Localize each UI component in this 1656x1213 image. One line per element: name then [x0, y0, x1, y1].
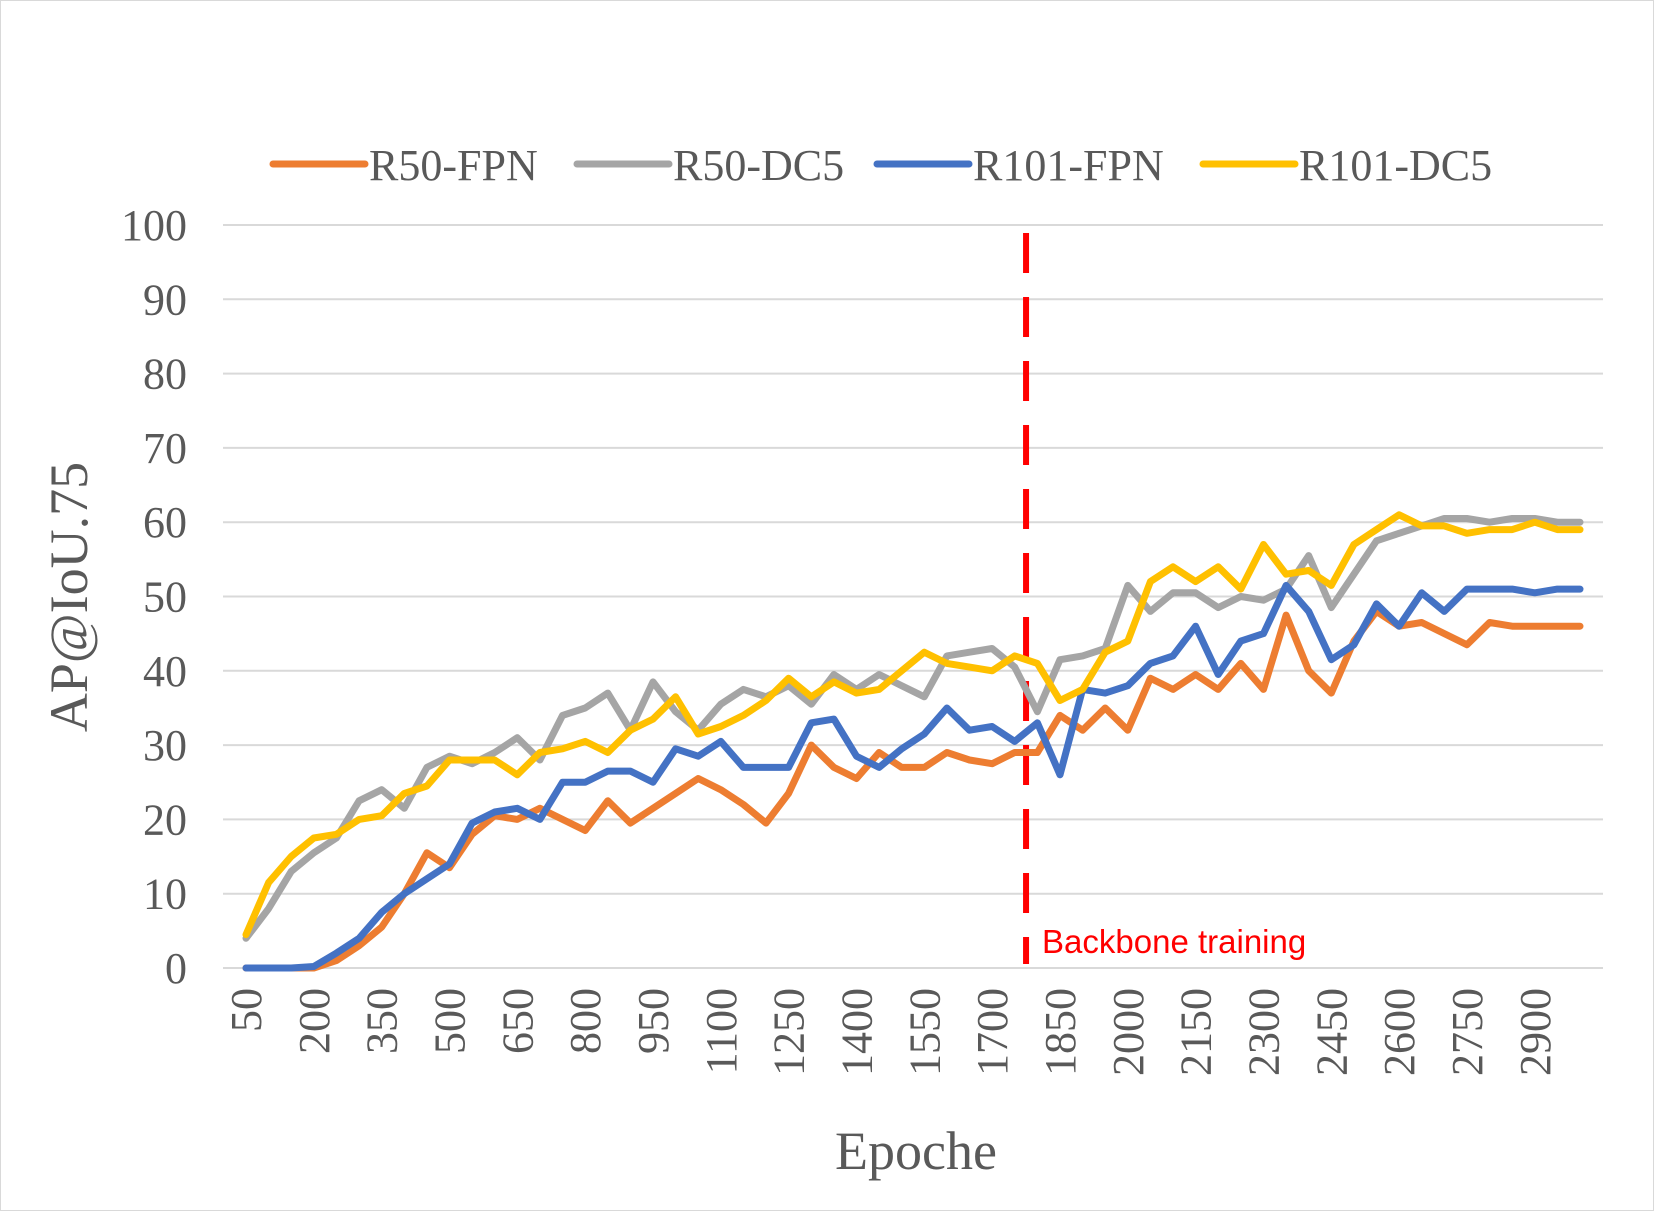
- x-tick-label: 2600: [1375, 988, 1424, 1076]
- legend-label: R50-FPN: [369, 141, 538, 190]
- x-tick-label: 500: [425, 988, 474, 1054]
- legend-label: R101-FPN: [973, 141, 1164, 190]
- y-tick-label: 70: [143, 424, 187, 473]
- y-tick-label: 60: [143, 498, 187, 547]
- y-tick-label: 40: [143, 647, 187, 696]
- y-tick-label: 0: [165, 944, 187, 993]
- series-line-r101-dc5: [242, 511, 1584, 939]
- x-tick-label: 2150: [1172, 988, 1221, 1076]
- x-tick-label: 350: [358, 988, 407, 1054]
- legend-label: R101-DC5: [1299, 141, 1492, 190]
- x-tick-label: 50: [222, 988, 271, 1032]
- y-tick-label: 90: [143, 275, 187, 324]
- y-tick-label: 50: [143, 573, 187, 622]
- y-tick-label: 80: [143, 350, 187, 399]
- x-tick-label: 1550: [900, 988, 949, 1076]
- y-tick-label: 30: [143, 721, 187, 770]
- x-axis-title: Epoche: [835, 1121, 997, 1181]
- x-tick-label: 2000: [1104, 988, 1153, 1076]
- x-tick-label: 1400: [832, 988, 881, 1076]
- x-tick-label: 800: [561, 988, 610, 1054]
- x-tick-label: 2300: [1239, 988, 1288, 1076]
- x-tick-label: 2450: [1307, 988, 1356, 1076]
- x-tick-label: 2750: [1443, 988, 1492, 1076]
- x-tick-label: 1100: [697, 988, 746, 1074]
- y-tick-label: 100: [121, 201, 187, 250]
- annotation-label: Backbone training: [1042, 923, 1306, 960]
- x-tick-label: 2900: [1511, 988, 1560, 1076]
- x-tick-label: 650: [493, 988, 542, 1054]
- y-axis-title: AP@IoU.75: [39, 462, 99, 732]
- x-tick-label: 200: [290, 988, 339, 1054]
- y-tick-label: 20: [143, 795, 187, 844]
- x-tick-label: 1850: [1036, 988, 1085, 1076]
- series-line-r101-fpn: [242, 581, 1584, 972]
- x-tick-label: 1250: [765, 988, 814, 1076]
- x-tick-label: 1700: [968, 988, 1017, 1076]
- y-tick-label: 10: [143, 870, 187, 919]
- x-tick-label: 950: [629, 988, 678, 1054]
- series-line-r50-dc5: [242, 515, 1584, 942]
- legend-label: R50-DC5: [673, 141, 844, 190]
